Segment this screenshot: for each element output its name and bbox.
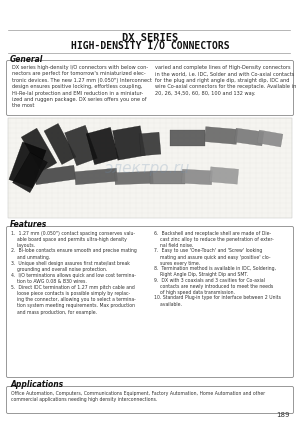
Text: HIGH-DENSITY I/O CONNECTORS: HIGH-DENSITY I/O CONNECTORS: [71, 41, 229, 51]
Text: Office Automation, Computers, Communications Equipment, Factory Automation, Home: Office Automation, Computers, Communicat…: [11, 391, 265, 402]
Bar: [115, 171, 153, 184]
Bar: [21, 128, 57, 172]
FancyBboxPatch shape: [7, 386, 293, 414]
Text: 2.  Bi-lobe contacts ensure smooth and precise mating
    and unmating.: 2. Bi-lobe contacts ensure smooth and pr…: [11, 248, 137, 260]
Text: Features: Features: [10, 220, 47, 229]
Bar: [182, 169, 212, 185]
Bar: [170, 130, 205, 146]
Bar: [13, 152, 47, 193]
Text: 189: 189: [277, 412, 290, 418]
Bar: [8, 118, 292, 218]
Bar: [209, 167, 238, 184]
Bar: [204, 127, 238, 144]
Text: General: General: [10, 55, 43, 64]
Bar: [86, 128, 119, 165]
Bar: [34, 165, 76, 185]
Text: Applications: Applications: [10, 380, 63, 389]
Bar: [74, 168, 118, 185]
Bar: [234, 128, 264, 146]
Text: 4.  I/O terminations allows quick and low cost termina-
    tion to AWG 0.08 & B: 4. I/O terminations allows quick and low…: [11, 272, 136, 284]
Text: DX SERIES: DX SERIES: [122, 33, 178, 43]
Text: 10. Standard Plug-in type for interface between 2 Units
    available.: 10. Standard Plug-in type for interface …: [154, 295, 281, 306]
Text: varied and complete lines of High-Density connectors
in the world, i.e. IDC, Sol: varied and complete lines of High-Densit…: [155, 65, 296, 96]
Bar: [150, 171, 185, 184]
Text: электро.ru: электро.ru: [105, 161, 191, 176]
Bar: [65, 125, 97, 166]
Text: DX series high-density I/O connectors with below con-
nectors are perfect for to: DX series high-density I/O connectors wi…: [12, 65, 152, 108]
Bar: [112, 126, 146, 160]
FancyBboxPatch shape: [7, 227, 293, 377]
Text: 7.  Easy to use 'One-Touch' and 'Screw' looking
    mating and assure quick and : 7. Easy to use 'One-Touch' and 'Screw' l…: [154, 248, 271, 266]
Text: 5.  Direct IDC termination of 1.27 mm pitch cable and
    loose piece contacts i: 5. Direct IDC termination of 1.27 mm pit…: [11, 285, 136, 314]
Text: 8.  Termination method is available in IDC, Soldering,
    Right Angle Dip, Stra: 8. Termination method is available in ID…: [154, 266, 276, 277]
Text: 1.  1.27 mm (0.050") contact spacing conserves valu-
    able board space and pe: 1. 1.27 mm (0.050") contact spacing cons…: [11, 231, 135, 248]
Text: 6.  Backshell and receptacle shell are made of Die-
    cast zinc alloy to reduc: 6. Backshell and receptacle shell are ma…: [154, 231, 274, 248]
Bar: [9, 142, 46, 188]
Bar: [139, 132, 161, 156]
FancyBboxPatch shape: [7, 60, 293, 116]
Bar: [257, 130, 283, 147]
Bar: [44, 124, 76, 164]
Text: 9.  DX with 3 coaxials and 3 cavities for Co-axial
    contacts are newly introd: 9. DX with 3 coaxials and 3 cavities for…: [154, 278, 273, 295]
Text: 3.  Unique shell design assures first mate/last break
    grounding and overall : 3. Unique shell design assures first mat…: [11, 261, 130, 272]
